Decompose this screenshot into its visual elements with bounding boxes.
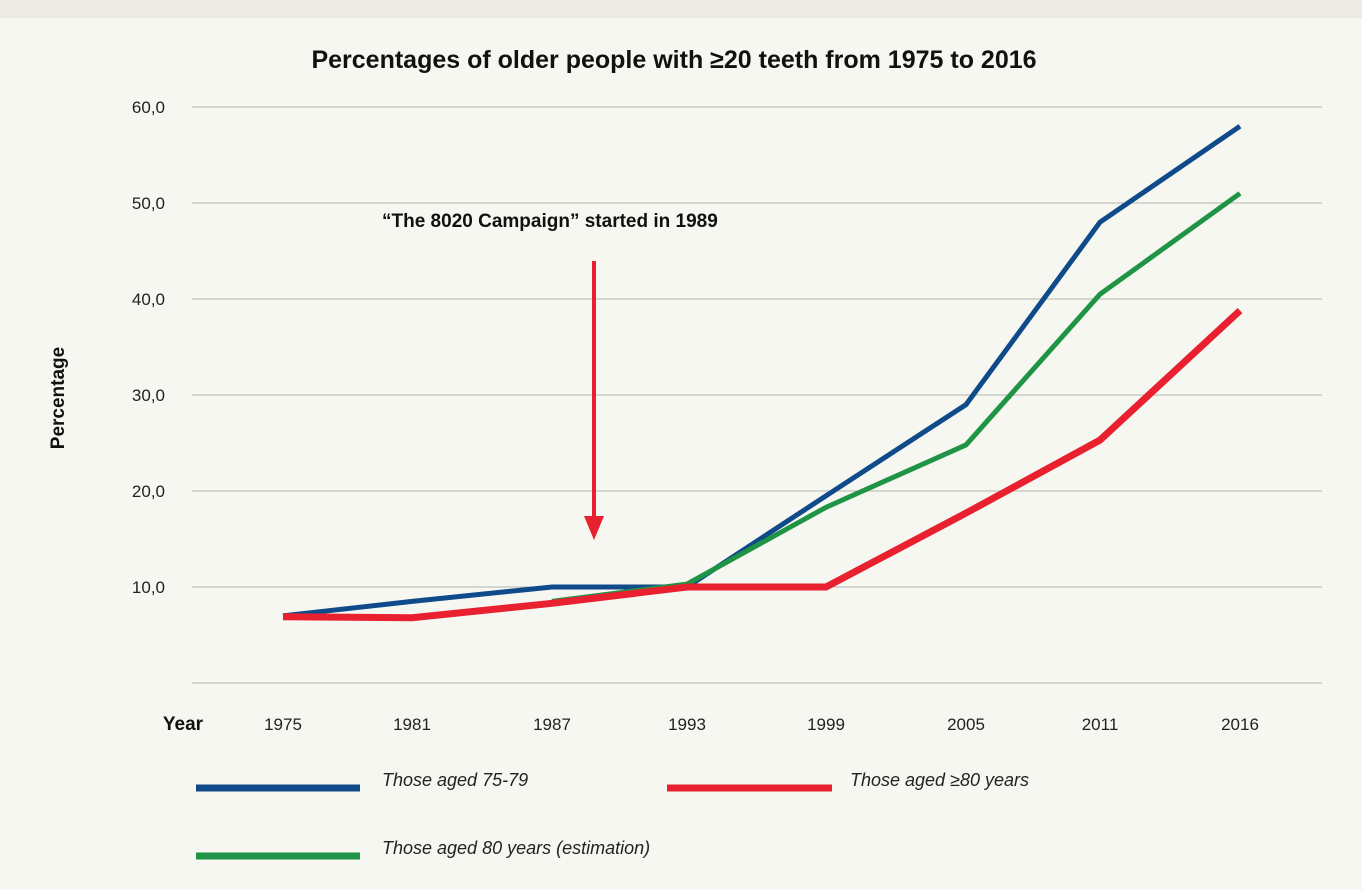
x-tick-label: 1981: [393, 715, 431, 734]
series-line: [551, 191, 1242, 604]
legend-label: Those aged 80 years (estimation): [382, 838, 650, 858]
x-axis-label: Year: [163, 714, 204, 735]
x-tick-label: 1993: [668, 715, 706, 734]
y-tick-label: 50,0: [132, 194, 165, 213]
campaign-arrow: [584, 261, 604, 540]
chart-title: Percentages of older people with ≥20 tee…: [311, 46, 1036, 74]
y-tick-label: 20,0: [132, 482, 165, 501]
line-chart: Percentages of older people with ≥20 tee…: [48, 46, 1322, 860]
x-tick-label: 1987: [533, 715, 571, 734]
series-line: [282, 124, 1242, 619]
y-tick-label: 40,0: [132, 290, 165, 309]
x-tick-label: 2011: [1082, 715, 1119, 734]
y-axis-ticks: 10,0 20,0 30,0 40,0 50,0 60,0: [132, 98, 165, 597]
legend: Those aged 75-79 Those aged ≥80 years Thos…: [196, 770, 1029, 860]
series-lines: [282, 124, 1243, 622]
y-tick-label: 60,0: [132, 98, 165, 117]
gridlines: [192, 106, 1322, 684]
x-tick-label: 1999: [807, 715, 845, 734]
legend-label: Those aged ≥80 years: [850, 770, 1029, 790]
campaign-annotation: “The 8020 Campaign” started in 1989: [382, 211, 718, 232]
series-line: [282, 307, 1243, 622]
x-tick-label: 2005: [947, 715, 985, 734]
y-axis-label: Percentage: [48, 347, 69, 449]
x-tick-label: 2016: [1221, 715, 1259, 734]
y-tick-label: 10,0: [132, 578, 165, 597]
chart-frame: Percentages of older people with ≥20 tee…: [0, 18, 1362, 890]
top-strip: [0, 0, 1362, 18]
arrow-head: [584, 516, 604, 540]
x-tick-label: 1975: [264, 715, 302, 734]
x-axis-ticks: 1975 1981 1987 1993 1999 2005 2011 2016: [264, 715, 1259, 734]
legend-label: Those aged 75-79: [382, 770, 528, 790]
y-tick-label: 30,0: [132, 386, 165, 405]
